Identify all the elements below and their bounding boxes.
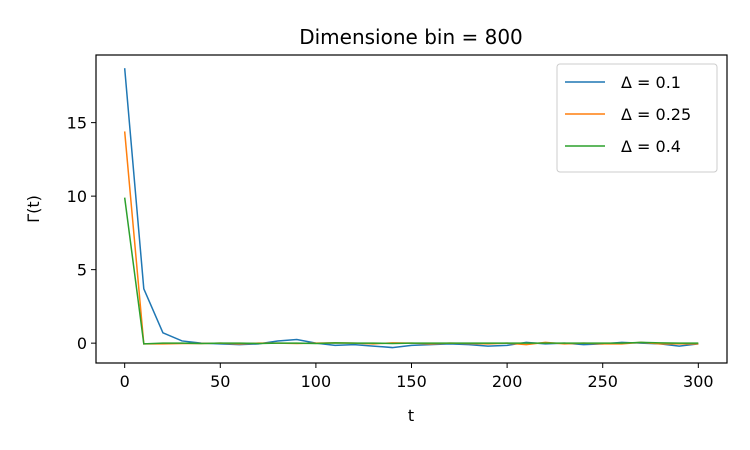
- x-tick-label: 100: [301, 372, 332, 391]
- x-tick-label: 200: [492, 372, 523, 391]
- legend-box: [556, 63, 718, 173]
- y-axis: 0 5 10 15: [67, 114, 96, 353]
- x-tick-label: 0: [120, 372, 130, 391]
- legend-label-1: Δ = 0.1: [621, 73, 681, 92]
- series-layer: [123, 68, 699, 349]
- series-line-3: [123, 197, 699, 345]
- x-axis: 0 50 100 150 200 250 300: [120, 363, 714, 391]
- y-tick-label: 15: [67, 114, 87, 133]
- x-tick-label: 150: [396, 372, 427, 391]
- chart-title: Dimensione bin = 800: [299, 25, 523, 49]
- legend-label-2: Δ = 0.25: [621, 105, 691, 124]
- y-tick-label: 10: [67, 187, 87, 206]
- x-tick-label: 300: [683, 372, 714, 391]
- x-tick-label: 50: [210, 372, 230, 391]
- x-tick-label: 250: [587, 372, 618, 391]
- legend: Δ = 0.1 Δ = 0.25 Δ = 0.4: [556, 63, 718, 173]
- y-tick-label: 5: [77, 261, 87, 280]
- x-axis-label: t: [408, 406, 414, 425]
- y-tick-label: 0: [77, 334, 87, 353]
- y-axis-label: Γ(t): [24, 195, 43, 223]
- legend-label-3: Δ = 0.4: [621, 137, 681, 156]
